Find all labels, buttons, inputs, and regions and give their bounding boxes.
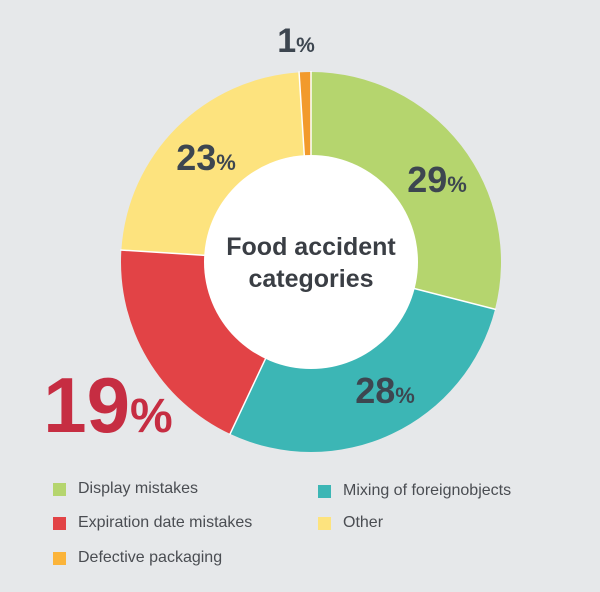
donut-center [204,155,418,369]
slice-label-expiration-date-mistakes: 19% [43,361,172,449]
center-label-line-2: categories [248,265,373,293]
slice-label-defective-packaging: 1% [277,22,315,60]
center-label-line-1: Food accident [226,233,396,261]
